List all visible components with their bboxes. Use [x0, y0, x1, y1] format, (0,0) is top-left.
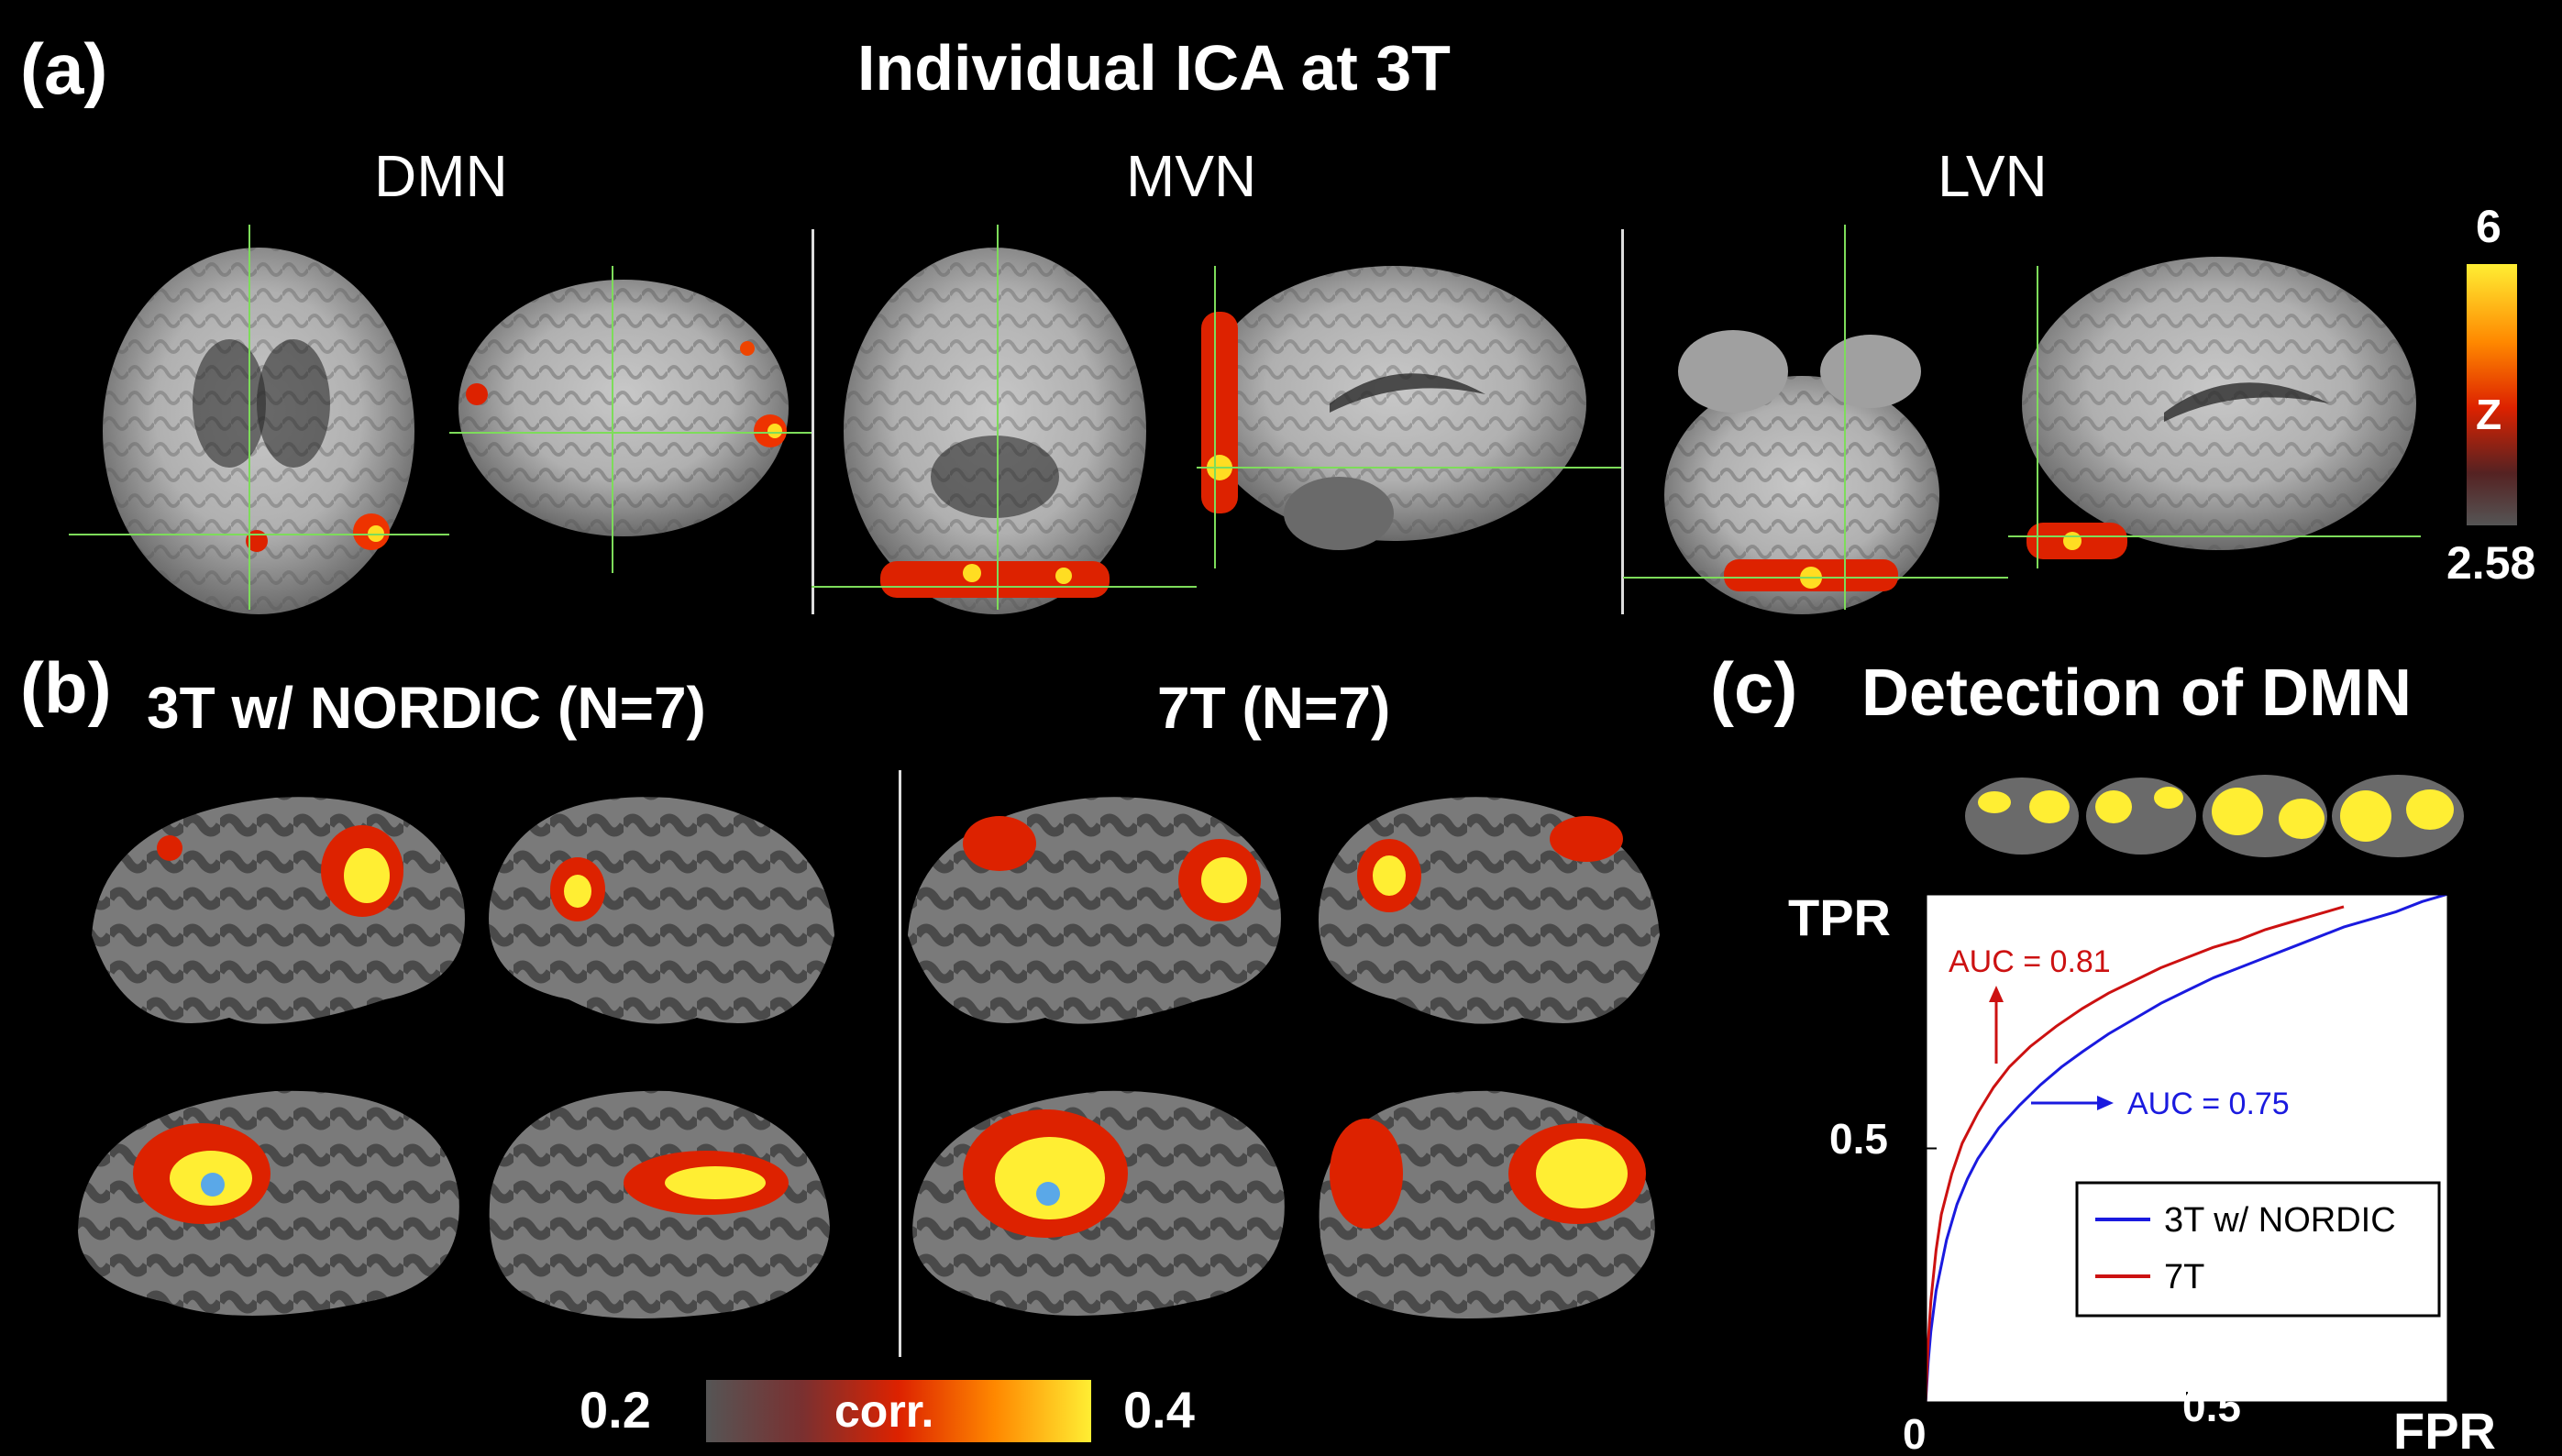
x-tick-label-0: 0 [1903, 1410, 1927, 1456]
mri-slice-dmn-coronal [449, 266, 812, 573]
colorbar-z [2467, 264, 2517, 525]
separator-line [812, 229, 814, 614]
surface-3t-medial-right [489, 1090, 830, 1318]
roc-plot-border [1924, 892, 2450, 1405]
mri-slice-mvn-sagittal [1197, 266, 1621, 568]
y-axis-label: TPR [1788, 888, 1891, 946]
colorbar-z-max: 6 [2476, 201, 2501, 252]
roc-curve-7t [1924, 905, 2345, 1404]
x-axis-label: FPR [2393, 1402, 2496, 1456]
mri-slice-dmn-axial [69, 225, 449, 614]
dmn-template-brain-3 [2203, 775, 2327, 857]
dmn-template-brains [1965, 775, 2464, 857]
surface-3t-lateral-left [92, 797, 465, 1024]
x-tick-label-1: 0.5 [2182, 1383, 2241, 1430]
auc-3t-label: AUC = 0.75 [2127, 1086, 2290, 1121]
dmn-template-brain-1 [1965, 778, 2079, 855]
surface-7t-lateral-right [1318, 797, 1660, 1024]
surface-3t-medial-left [78, 1090, 459, 1316]
mri-slice-lvn-axial [1623, 225, 2008, 614]
network-label-lvn: LVN [1938, 143, 2048, 209]
legend-label-3t: 3T w/ NORDIC [2164, 1201, 2396, 1240]
colorbar-corr [706, 1380, 1091, 1442]
y-tick-label: 0.5 [1829, 1115, 1888, 1163]
panel-b-letter: (b) [20, 647, 112, 728]
colorbar-z-min: 2.58 [2446, 537, 2536, 589]
separator-line [899, 770, 901, 1357]
roc-curve-3t-nordic [1924, 892, 2449, 1404]
panel-c-letter: (c) [1710, 647, 1798, 728]
surface-7t-medial-left [912, 1090, 1285, 1316]
surface-3t-lateral-right [489, 797, 834, 1024]
auc-3t-arrowhead [2097, 1096, 2114, 1110]
panel-a-letter: (a) [20, 28, 108, 109]
cortical-surfaces [78, 797, 1660, 1318]
colorbar-z-label: Z [2476, 391, 2502, 438]
dmn-template-brain-4 [2332, 775, 2464, 857]
mri-slices [69, 225, 2421, 614]
colorbar-corr-max: 0.4 [1123, 1381, 1195, 1439]
separator-line [1621, 229, 1624, 614]
network-label-mvn: MVN [1126, 143, 1257, 209]
roc-legend [2075, 1181, 2441, 1318]
legend-label-7t: 7T [2164, 1258, 2204, 1296]
colorbar-corr-label: corr. [834, 1385, 934, 1437]
dmn-template-brain-2 [2086, 778, 2196, 855]
panel-c-title: Detection of DMN [1861, 656, 2412, 730]
roc-series-group [1924, 892, 2450, 1405]
surface-7t-lateral-left [908, 797, 1281, 1024]
panel-b-left-title: 3T w/ NORDIC (N=7) [147, 675, 706, 741]
auc-7t-arrowhead [1989, 986, 2004, 1002]
network-label-dmn: DMN [374, 143, 508, 209]
auc-7t-label: AUC = 0.81 [1949, 944, 2111, 979]
roc-chart: AUC = 0.81 AUC = 0.75 3T w/ NORDIC 7T TP… [1779, 880, 2562, 1456]
panel-a-title: Individual ICA at 3T [857, 32, 1451, 104]
mri-slice-mvn-axial [812, 225, 1197, 614]
panel-b-right-title: 7T (N=7) [1157, 675, 1391, 741]
colorbar-corr-min: 0.2 [580, 1381, 651, 1439]
surface-7t-medial-right [1319, 1090, 1655, 1318]
mri-slice-lvn-sagittal [2008, 257, 2421, 568]
roc-plot-area [1926, 894, 2448, 1403]
